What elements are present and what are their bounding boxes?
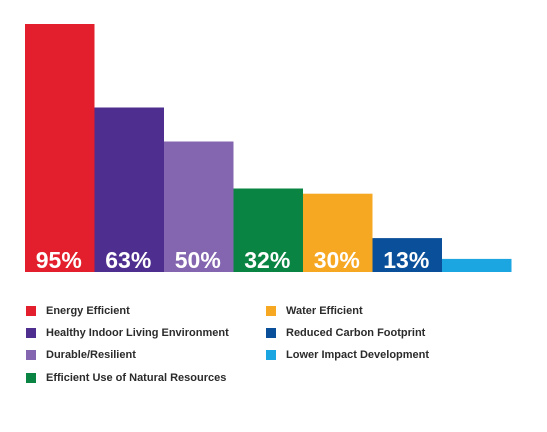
legend-label: Water Efficient [286,305,363,317]
legend-swatch-healthy-indoor [26,328,36,338]
legend-label: Efficient Use of Natural Resources [46,372,227,384]
bar-energy-efficient [25,24,95,272]
legend-swatch-reduced-carbon [266,328,276,338]
legend-swatch-water-efficient [266,306,276,316]
bar-water-efficient [303,193,373,272]
legend-label: Healthy Indoor Living Environment [46,327,229,339]
legend-item-durable-resilient: Durable/Resilient [26,347,136,363]
data-label-lower-impact-development: 5% [459,233,492,259]
legend-label: Durable/Resilient [46,349,136,361]
bar-durable-resilient [164,141,234,272]
data-label-healthy-indoor-living-environment: 63% [105,247,151,273]
bar-chart: 95% 63% 50% 32% 30% 13% 5% [25,24,512,273]
legend-item-energy-efficient: Energy Efficient [26,303,130,319]
bar-lower-impact-development [442,258,512,272]
data-label-reduced-carbon-footprint: 13% [383,247,429,273]
legend-label: Lower Impact Development [286,349,430,361]
data-labels-group: 95% 63% 50% 32% 30% 13% 5% [36,233,493,273]
legend-label: Energy Efficient [46,305,130,317]
bar-reduced-carbon-footprint [372,238,442,272]
data-label-efficient-use-of-natural-resources: 32% [244,247,290,273]
legend-label: Reduced Carbon Footprint [286,327,426,339]
legend-item-reduced-carbon: Reduced Carbon Footprint [266,325,425,341]
legend-item-water-efficient: Water Efficient [266,303,363,319]
data-label-durable-resilient: 50% [175,247,221,273]
bars-group [25,24,512,272]
legend-swatch-natural-resources [26,373,36,383]
legend-swatch-durable-resilient [26,350,36,360]
data-label-water-efficient: 30% [314,247,360,273]
legend-item-lower-impact: Lower Impact Development [266,347,429,363]
legend-item-healthy-indoor: Healthy Indoor Living Environment [26,325,229,341]
bar-efficient-use-of-natural-resources [233,188,303,272]
data-label-energy-efficient: 95% [36,247,82,273]
legend-swatch-energy-efficient [26,306,36,316]
chart-legend: Energy Efficient Healthy Indoor Living E… [0,300,547,400]
bar-healthy-indoor-living-environment [94,107,164,272]
legend-item-natural-resources: Efficient Use of Natural Resources [26,370,226,386]
legend-swatch-lower-impact [266,350,276,360]
